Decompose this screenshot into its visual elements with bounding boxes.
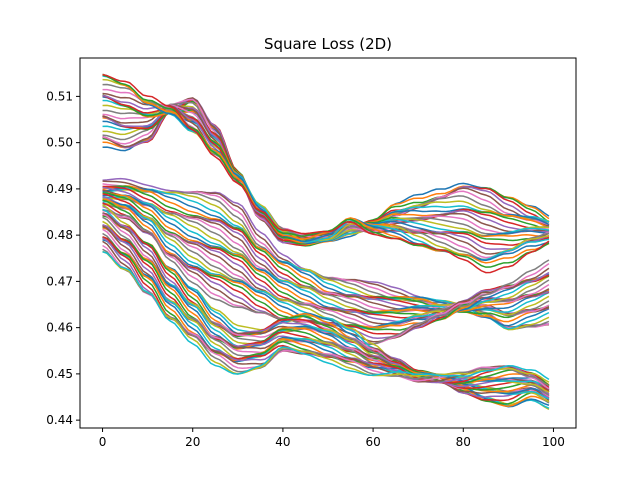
series-line <box>102 104 550 242</box>
series-line <box>102 73 550 262</box>
x-tick-label: 100 <box>542 435 565 449</box>
series-line <box>102 104 550 238</box>
x-axis: 0 20 40 60 80 100 <box>99 428 565 449</box>
series-line <box>102 248 550 387</box>
series-line <box>102 250 550 383</box>
series-line <box>102 197 550 316</box>
y-tick-label: 0.46 <box>46 321 73 335</box>
series-line <box>102 107 550 243</box>
series-line <box>102 99 550 244</box>
series-layer <box>102 73 550 411</box>
series-line <box>102 185 550 323</box>
y-tick-label: 0.44 <box>46 413 73 427</box>
series-line <box>102 96 550 245</box>
y-axis: 0.44 0.45 0.46 0.47 0.48 0.49 0.50 0.51 <box>46 89 80 427</box>
series-line <box>102 98 550 239</box>
series-line <box>102 203 550 330</box>
series-line <box>102 214 550 407</box>
series-line <box>102 73 550 274</box>
series-line <box>102 94 549 244</box>
y-tick-label: 0.48 <box>46 228 73 242</box>
series-line <box>102 73 550 264</box>
series-line <box>102 104 550 237</box>
plot-frame <box>79 57 577 429</box>
series-line <box>102 106 549 240</box>
series-line <box>102 99 550 244</box>
series-line <box>102 101 550 238</box>
series-line <box>102 187 550 330</box>
x-tick-label: 80 <box>456 435 471 449</box>
series-line <box>102 208 550 343</box>
series-line <box>102 194 550 315</box>
y-tick-label: 0.45 <box>46 367 73 381</box>
x-tick-label: 0 <box>99 435 107 449</box>
series-line <box>102 100 550 247</box>
series-line <box>102 107 550 243</box>
x-tick-label: 60 <box>365 435 380 449</box>
x-tick-label: 20 <box>185 435 200 449</box>
y-tick-label: 0.49 <box>46 182 73 196</box>
series-line <box>102 94 550 250</box>
chart-title: Square Loss (2D) <box>264 35 392 53</box>
series-line <box>102 97 550 242</box>
y-tick-label: 0.51 <box>46 89 73 103</box>
y-tick-label: 0.50 <box>46 136 73 150</box>
series-line <box>102 251 550 381</box>
x-tick-label: 40 <box>275 435 290 449</box>
series-line <box>102 110 550 246</box>
series-line <box>102 92 550 255</box>
y-tick-label: 0.47 <box>46 274 73 288</box>
series-line <box>102 97 550 245</box>
series-line <box>102 210 550 345</box>
